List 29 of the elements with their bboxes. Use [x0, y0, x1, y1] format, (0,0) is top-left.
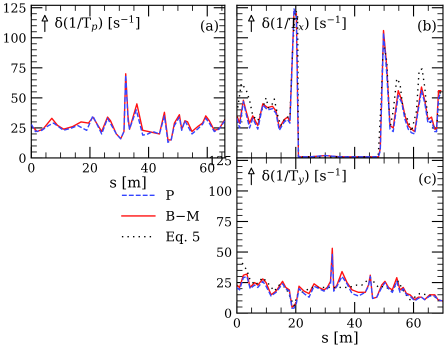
x-tick-label: 40: [347, 318, 362, 328]
y-tick-label: 25: [11, 123, 26, 133]
y-tick-label: 125: [4, 3, 26, 13]
x-tick-label: 20: [82, 163, 98, 173]
annotation: (b): [418, 20, 436, 33]
legend-label: P: [166, 190, 174, 200]
annotation: δ(1/T$_{p}$) [s$^{−1}$]: [55, 15, 140, 32]
annotation: (a): [201, 20, 218, 33]
y-tick-label: 100: [4, 33, 26, 43]
x-tick-label: 60: [200, 163, 214, 173]
x-tick-label: 0: [234, 318, 240, 328]
y-tick-label: 50: [217, 248, 232, 257]
y-tick-label: 0: [224, 308, 232, 318]
x-tick-label: 0: [28, 163, 34, 173]
y-tick-label: 0: [19, 153, 26, 163]
x-tick-label: 60: [406, 318, 421, 328]
x-axis-title: s [m]: [322, 331, 358, 344]
y-tick-label: 50: [12, 93, 26, 103]
x-tick-label: 40: [141, 163, 156, 173]
annotation: (c): [419, 172, 436, 186]
x-tick-label: 20: [288, 318, 303, 328]
x-axis-title: s [m]: [110, 176, 146, 190]
legend-label: B−M: [166, 210, 200, 221]
y-tick-label: 75: [217, 217, 232, 226]
y-tick-label: 100: [210, 186, 232, 196]
legend-label: Eq. 5: [166, 232, 200, 244]
annotation: δ(1/T$_{y}$) [s$^{−1}$]: [262, 168, 346, 185]
y-tick-label: 75: [12, 63, 26, 73]
y-tick-label: 25: [216, 278, 232, 288]
